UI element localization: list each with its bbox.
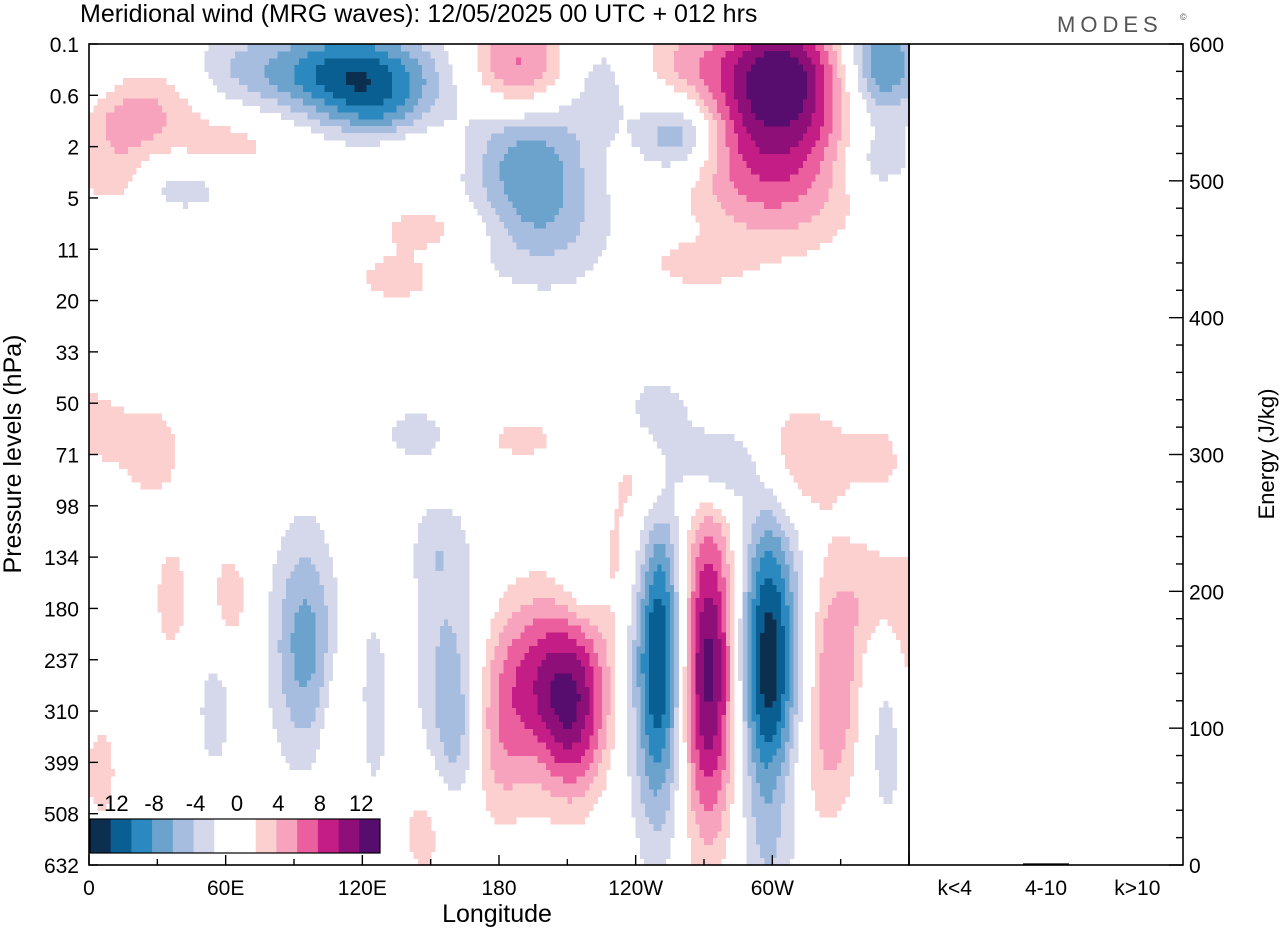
pressure-tick-label: 2 <box>67 137 79 160</box>
colorbar-swatch <box>110 819 132 853</box>
energy-axis: 0 100 200 300 400 500 600 <box>1169 34 1224 878</box>
pressure-tick-label: 0.6 <box>50 85 79 108</box>
energy-tick-label: 400 <box>1189 308 1224 331</box>
colorbar-swatch <box>131 819 153 853</box>
contour-band-10 <box>498 44 833 811</box>
colorbar-frame <box>89 818 381 854</box>
energy-bars: k<4 4-10 k>10 <box>931 863 1161 900</box>
energy-category-label: k>10 <box>1114 877 1160 900</box>
pressure-tick-label: 399 <box>44 752 79 775</box>
pressure-tick-label: 237 <box>44 650 79 673</box>
colorbar-swatch <box>193 819 215 853</box>
contour-band-8 <box>88 44 910 866</box>
contour-band-13 <box>550 50 808 729</box>
energy-bar <box>1114 864 1161 866</box>
longitude-tick-label: 120E <box>338 877 387 900</box>
energy-tick-label: 600 <box>1189 34 1224 57</box>
longitude-tick-label: 60W <box>751 877 794 900</box>
colorbar-swatch <box>297 819 319 853</box>
y-axis-label: Pressure levels (hPa) <box>0 335 27 574</box>
colorbar-swatch <box>338 819 360 853</box>
pressure-tick-label: 98 <box>56 496 79 519</box>
colorbar-label: 4 <box>272 791 284 816</box>
x-axis-label: Longitude <box>442 900 552 928</box>
energy-tick-label: 0 <box>1189 855 1201 878</box>
pressure-tick-label: 20 <box>56 291 79 314</box>
energy-tick-label: 100 <box>1189 718 1224 741</box>
colorbar-label: -4 <box>186 791 206 816</box>
pressure-axis: 0.1 0.6 2 5 11 20 33 50 71 98 134 180 237 310 399 508 63… <box>44 34 98 878</box>
contour-band-4 <box>229 44 910 866</box>
longitude-axis: 0 60E 120E 180 120W 60W <box>83 855 910 900</box>
pressure-tick-label: 71 <box>56 445 79 468</box>
colorbar-swatch <box>317 819 339 853</box>
colorbar-swatch <box>276 819 298 853</box>
energy-panel-frame <box>908 43 1184 866</box>
energy-axis-label: Energy (J/kg) <box>1254 389 1279 520</box>
colorbar-label: 8 <box>314 791 326 816</box>
pressure-tick-label: 632 <box>44 855 79 878</box>
colorbar-label: 0 <box>231 791 243 816</box>
longitude-tick-label: 0 <box>83 877 95 900</box>
colorbar-swatch <box>90 819 112 853</box>
colorbar-swatch <box>235 819 257 853</box>
pressure-tick-label: 180 <box>44 598 79 621</box>
pressure-tick-label: 5 <box>67 188 79 211</box>
colorbar-label: -12 <box>97 791 129 816</box>
pressure-tick-label: 134 <box>44 547 79 570</box>
energy-tick-label: 500 <box>1189 171 1224 194</box>
pressure-tick-label: 508 <box>44 804 79 827</box>
colorbar-label: -8 <box>144 791 164 816</box>
pressure-tick-label: 33 <box>56 342 79 365</box>
colorbar-swatch <box>172 819 194 853</box>
brand-logo: MODES <box>1057 12 1163 37</box>
colorbar-swatch <box>255 819 277 853</box>
longitude-tick-label: 120W <box>608 877 663 900</box>
brand-mark: © <box>1180 12 1187 22</box>
colorbar-swatch <box>152 819 174 853</box>
pressure-tick-label: 310 <box>44 701 79 724</box>
pressure-tick-label: 11 <box>57 239 79 262</box>
energy-tick-label: 200 <box>1189 581 1224 604</box>
longitude-tick-label: 180 <box>481 877 516 900</box>
colorbar: -12 -8 -4 0 4 8 12 <box>89 791 381 854</box>
contour-field <box>88 44 910 866</box>
energy-category-label: 4-10 <box>1025 877 1067 900</box>
pressure-tick-label: 50 <box>56 393 79 416</box>
energy-tick-label: 300 <box>1189 445 1224 468</box>
colorbar-swatch <box>359 819 381 853</box>
pressure-tick-label: 0.1 <box>50 34 79 57</box>
energy-category-label: k<4 <box>937 877 972 900</box>
energy-bar <box>1023 863 1069 865</box>
energy-bar <box>931 864 978 866</box>
colorbar-swatch <box>214 819 236 853</box>
colorbar-label: 12 <box>349 791 373 816</box>
longitude-tick-label: 60E <box>207 877 244 900</box>
chart-title: Meridional wind (MRG waves): 12/05/2025 … <box>80 0 757 28</box>
